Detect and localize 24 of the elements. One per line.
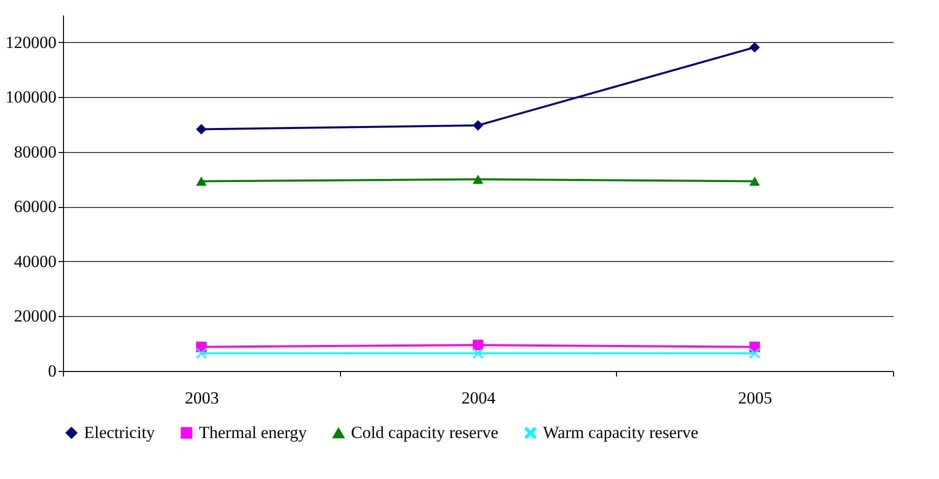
legend-label: Warm capacity reserve <box>543 422 698 442</box>
legend-label: Cold capacity reserve <box>351 423 498 442</box>
x-tick-label: 2005 <box>738 388 772 408</box>
legend-label: Thermal energy <box>199 422 308 442</box>
point <box>196 348 207 358</box>
x-tick-label: 2003 <box>184 388 219 408</box>
point <box>472 120 484 131</box>
point <box>196 124 207 134</box>
point <box>472 174 484 184</box>
point <box>749 42 760 53</box>
y-tick-label: 120000 <box>6 32 56 52</box>
y-tick-label: 80000 <box>14 142 56 162</box>
point <box>749 176 760 186</box>
y-tick-label: 60000 <box>14 197 56 216</box>
y-tick-label: 100000 <box>6 88 56 107</box>
point <box>196 176 207 186</box>
point <box>472 348 484 358</box>
y-tick-label: 20000 <box>14 306 56 326</box>
point <box>749 348 760 358</box>
point <box>472 340 484 350</box>
y-tick-label: 0 <box>48 362 56 380</box>
y-tick-label: 40000 <box>14 252 56 271</box>
x-tick-label: 2004 <box>462 388 496 408</box>
legend-label: Electricity <box>84 422 156 442</box>
